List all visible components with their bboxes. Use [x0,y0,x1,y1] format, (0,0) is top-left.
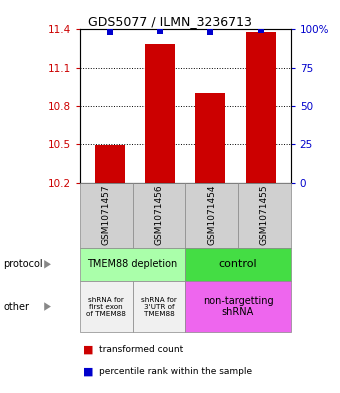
Bar [195,93,225,183]
Text: GSM1071457: GSM1071457 [102,185,111,246]
Text: GDS5077 / ILMN_3236713: GDS5077 / ILMN_3236713 [88,15,252,28]
Text: transformed count: transformed count [99,345,183,354]
Bar [145,44,175,183]
Text: GSM1071456: GSM1071456 [154,185,164,246]
Text: ■: ■ [83,366,94,376]
Text: control: control [219,259,257,269]
Text: percentile rank within the sample: percentile rank within the sample [99,367,252,376]
Text: non-targetting
shRNA: non-targetting shRNA [203,296,273,317]
Text: GSM1071454: GSM1071454 [207,185,216,245]
Text: protocol: protocol [3,259,43,269]
Bar [245,32,276,183]
Text: ■: ■ [83,345,94,355]
Text: shRNA for
first exon
of TMEM88: shRNA for first exon of TMEM88 [86,297,126,316]
Text: TMEM88 depletion: TMEM88 depletion [87,259,178,269]
Text: shRNA for
3'UTR of
TMEM88: shRNA for 3'UTR of TMEM88 [141,297,177,316]
Bar [95,145,125,183]
Text: other: other [3,301,29,312]
Text: GSM1071455: GSM1071455 [260,185,269,246]
